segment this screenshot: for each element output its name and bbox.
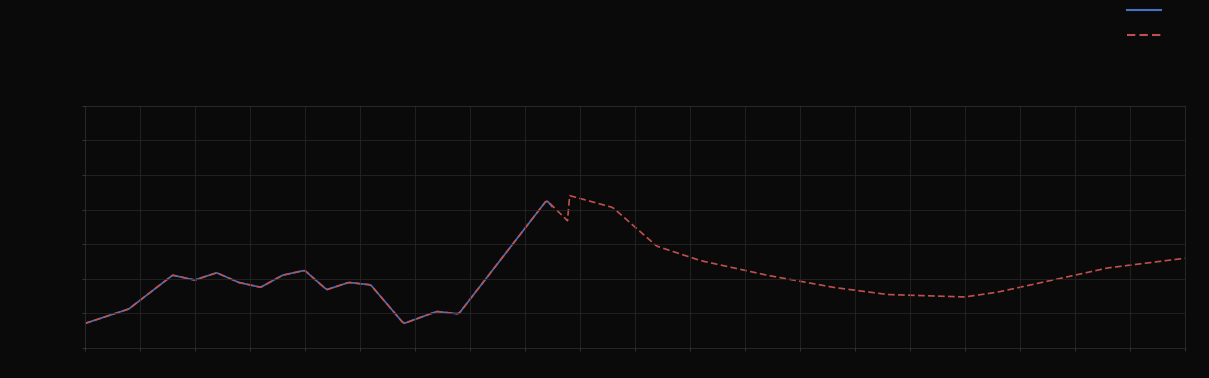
Legend: , : , [1127,4,1173,43]
